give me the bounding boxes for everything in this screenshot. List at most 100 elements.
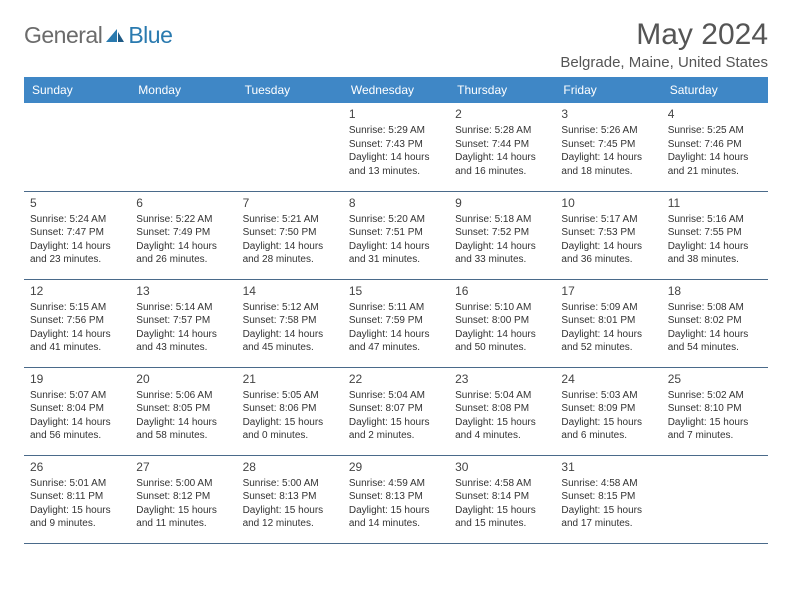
weekday-header: Tuesday xyxy=(237,77,343,103)
sunset-line: Sunset: 7:46 PM xyxy=(668,138,762,152)
weekday-header: Wednesday xyxy=(343,77,449,103)
day-number: 18 xyxy=(668,283,762,299)
weekday-header: Friday xyxy=(555,77,661,103)
daylight-line1: Daylight: 14 hours xyxy=(455,240,549,254)
calendar-day-cell: 5Sunrise: 5:24 AMSunset: 7:47 PMDaylight… xyxy=(24,191,130,279)
title-block: May 2024 Belgrade, Maine, United States xyxy=(560,18,768,71)
calendar-day-cell: 6Sunrise: 5:22 AMSunset: 7:49 PMDaylight… xyxy=(130,191,236,279)
sunset-line: Sunset: 8:04 PM xyxy=(30,402,124,416)
calendar-day-cell xyxy=(24,103,130,191)
calendar-week-row: 12Sunrise: 5:15 AMSunset: 7:56 PMDayligh… xyxy=(24,279,768,367)
daylight-line1: Daylight: 15 hours xyxy=(243,416,337,430)
brand-logo: General Blue xyxy=(24,22,172,49)
calendar-day-cell: 31Sunrise: 4:58 AMSunset: 8:15 PMDayligh… xyxy=(555,455,661,543)
day-number: 15 xyxy=(349,283,443,299)
calendar-week-row: 26Sunrise: 5:01 AMSunset: 8:11 PMDayligh… xyxy=(24,455,768,543)
daylight-line2: and 4 minutes. xyxy=(455,429,549,443)
calendar-day-cell: 26Sunrise: 5:01 AMSunset: 8:11 PMDayligh… xyxy=(24,455,130,543)
calendar-day-cell: 24Sunrise: 5:03 AMSunset: 8:09 PMDayligh… xyxy=(555,367,661,455)
sunset-line: Sunset: 8:12 PM xyxy=(136,490,230,504)
calendar-day-cell: 20Sunrise: 5:06 AMSunset: 8:05 PMDayligh… xyxy=(130,367,236,455)
calendar-day-cell xyxy=(237,103,343,191)
daylight-line2: and 38 minutes. xyxy=(668,253,762,267)
daylight-line2: and 33 minutes. xyxy=(455,253,549,267)
day-number: 31 xyxy=(561,459,655,475)
sunrise-line: Sunrise: 5:07 AM xyxy=(30,389,124,403)
daylight-line2: and 13 minutes. xyxy=(349,165,443,179)
day-number: 25 xyxy=(668,371,762,387)
daylight-line1: Daylight: 14 hours xyxy=(561,328,655,342)
day-number: 7 xyxy=(243,195,337,211)
sunset-line: Sunset: 7:55 PM xyxy=(668,226,762,240)
sunset-line: Sunset: 7:58 PM xyxy=(243,314,337,328)
sunrise-line: Sunrise: 5:00 AM xyxy=(243,477,337,491)
day-number: 27 xyxy=(136,459,230,475)
sunrise-line: Sunrise: 5:04 AM xyxy=(455,389,549,403)
sunset-line: Sunset: 8:01 PM xyxy=(561,314,655,328)
sunrise-line: Sunrise: 5:29 AM xyxy=(349,124,443,138)
sunset-line: Sunset: 7:49 PM xyxy=(136,226,230,240)
sunrise-line: Sunrise: 5:28 AM xyxy=(455,124,549,138)
sunset-line: Sunset: 7:57 PM xyxy=(136,314,230,328)
sunset-line: Sunset: 8:15 PM xyxy=(561,490,655,504)
daylight-line1: Daylight: 14 hours xyxy=(30,416,124,430)
daylight-line1: Daylight: 14 hours xyxy=(668,151,762,165)
day-number: 19 xyxy=(30,371,124,387)
brand-part1: General xyxy=(24,22,102,49)
daylight-line1: Daylight: 15 hours xyxy=(349,504,443,518)
sunset-line: Sunset: 7:45 PM xyxy=(561,138,655,152)
day-number: 1 xyxy=(349,106,443,122)
weekday-header-row: Sunday Monday Tuesday Wednesday Thursday… xyxy=(24,77,768,103)
daylight-line2: and 17 minutes. xyxy=(561,517,655,531)
day-number: 9 xyxy=(455,195,549,211)
sail-icon xyxy=(105,28,125,44)
calendar-day-cell xyxy=(130,103,236,191)
day-number: 2 xyxy=(455,106,549,122)
daylight-line2: and 12 minutes. xyxy=(243,517,337,531)
calendar-body: 1 Sunrise: 5:29 AMSunset: 7:43 PM Daylight… xyxy=(24,103,768,543)
sunrise-line: Sunrise: 5:04 AM xyxy=(349,389,443,403)
weekday-header: Sunday xyxy=(24,77,130,103)
daylight-line1: Daylight: 14 hours xyxy=(668,328,762,342)
daylight-line1: Daylight: 14 hours xyxy=(136,416,230,430)
sunrise-line: Sunrise: 5:03 AM xyxy=(561,389,655,403)
daylight-line1: Daylight: 14 hours xyxy=(349,240,443,254)
calendar-day-cell: 8Sunrise: 5:20 AMSunset: 7:51 PMDaylight… xyxy=(343,191,449,279)
calendar-week-row: 1 Sunrise: 5:29 AMSunset: 7:43 PM Daylight… xyxy=(24,103,768,191)
sunset-line: Sunset: 8:08 PM xyxy=(455,402,549,416)
sunrise-line: Sunrise: 5:25 AM xyxy=(668,124,762,138)
daylight-line1: Daylight: 14 hours xyxy=(243,328,337,342)
calendar-day-cell: 11Sunrise: 5:16 AMSunset: 7:55 PMDayligh… xyxy=(662,191,768,279)
daylight-line2: and 23 minutes. xyxy=(30,253,124,267)
sunrise-line: Sunrise: 5:01 AM xyxy=(30,477,124,491)
day-number: 29 xyxy=(349,459,443,475)
day-number: 24 xyxy=(561,371,655,387)
daylight-line2: and 11 minutes. xyxy=(136,517,230,531)
daylight-line2: and 58 minutes. xyxy=(136,429,230,443)
location-text: Belgrade, Maine, United States xyxy=(560,54,768,71)
sunset-line: Sunset: 7:43 PM xyxy=(349,138,443,152)
sunrise-line: Sunrise: 5:16 AM xyxy=(668,213,762,227)
daylight-line1: Daylight: 14 hours xyxy=(668,240,762,254)
daylight-line1: Daylight: 14 hours xyxy=(455,328,549,342)
calendar-day-cell: 16Sunrise: 5:10 AMSunset: 8:00 PMDayligh… xyxy=(449,279,555,367)
sunrise-line: Sunrise: 5:09 AM xyxy=(561,301,655,315)
daylight-line1: Daylight: 14 hours xyxy=(243,240,337,254)
calendar-day-cell: 17Sunrise: 5:09 AMSunset: 8:01 PMDayligh… xyxy=(555,279,661,367)
page-header: General Blue May 2024 Belgrade, Maine, U… xyxy=(24,18,768,71)
daylight-line2: and 18 minutes. xyxy=(561,165,655,179)
calendar-day-cell: 19 Sunrise: 5:07 AMSunset: 8:04 PMDayligh… xyxy=(24,367,130,455)
daylight-line1: Daylight: 14 hours xyxy=(455,151,549,165)
day-number: 12 xyxy=(30,283,124,299)
daylight-line1: Daylight: 14 hours xyxy=(30,328,124,342)
sunrise-line: Sunrise: 5:11 AM xyxy=(349,301,443,315)
day-number: 22 xyxy=(349,371,443,387)
sunset-line: Sunset: 8:14 PM xyxy=(455,490,549,504)
sunset-line: Sunset: 8:13 PM xyxy=(349,490,443,504)
day-number: 8 xyxy=(349,195,443,211)
day-number: 26 xyxy=(30,459,124,475)
calendar-day-cell xyxy=(662,455,768,543)
sunrise-line: Sunrise: 5:00 AM xyxy=(136,477,230,491)
daylight-line2: and 47 minutes. xyxy=(349,341,443,355)
daylight-line2: and 15 minutes. xyxy=(455,517,549,531)
